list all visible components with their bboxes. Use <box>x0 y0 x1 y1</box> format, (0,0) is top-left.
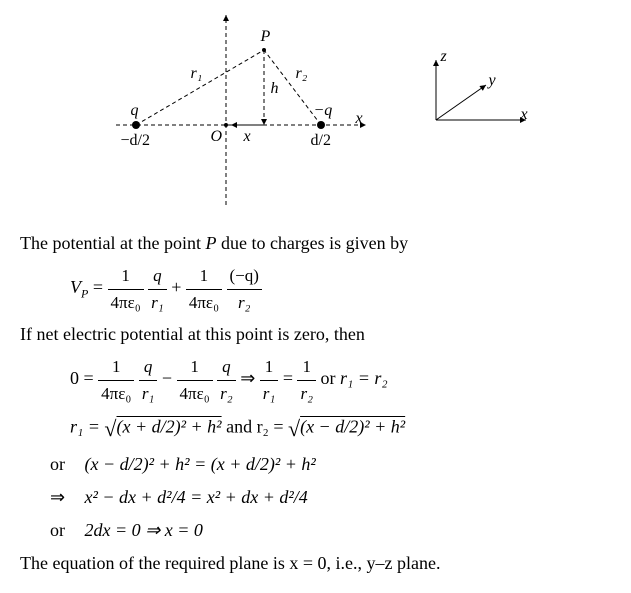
eq-line-or1: or (x − d/2)² + h² = (x + d/2)² + h² <box>50 451 611 478</box>
text-potential-intro: The potential at the point P due to char… <box>20 230 611 257</box>
eq-line-or2: or 2dx = 0 ⇒ x = 0 <box>50 517 611 544</box>
main-diagram: P r₁ r₂ h q −q −d/2 d/2 O x x <box>96 10 376 210</box>
label-h: h <box>271 80 279 98</box>
point-P-dot <box>262 48 266 52</box>
label-z: z <box>441 48 447 66</box>
charge-right <box>317 121 325 129</box>
text-if-zero: If net electric potential at this point … <box>20 321 611 348</box>
origin-dot <box>224 123 228 127</box>
label-r1: r₁ <box>191 65 203 83</box>
label-O: O <box>211 128 223 146</box>
label-r2: r₂ <box>296 65 308 83</box>
eq-Vp: VP = 14πε₀ qr₁ + 14πε₀ (−q)r₂ <box>70 263 611 315</box>
diagram-row: P r₁ r₂ h q −q −d/2 d/2 O x x z y x <box>20 10 611 210</box>
axis-3d-svg <box>416 50 536 150</box>
label-P: P <box>261 28 271 46</box>
axis-3d: z y x <box>416 50 536 150</box>
eq-zero: 0 = 14πε₀ qr₁ − 14πε₀ qr₂ ⇒ 1r₁ = 1r₂ or… <box>70 354 611 406</box>
label-y: y <box>489 72 496 90</box>
label-q-right: −q <box>314 102 333 120</box>
eq-r1r2-sqrt: r₁ = √(x + d/2)² + h² and r₂ = √(x − d/2… <box>70 412 611 445</box>
label-x-axis: x <box>356 110 363 128</box>
charge-left <box>132 121 140 129</box>
label-q-left: q <box>131 102 139 120</box>
label-neg-d2: −d/2 <box>121 132 150 150</box>
label-x3d: x <box>521 106 528 124</box>
label-d2: d/2 <box>311 132 331 150</box>
text-final: The equation of the required plane is x … <box>20 550 611 577</box>
eq-line-arrow: ⇒ x² − dx + d²/4 = x² + dx + d²/4 <box>50 484 611 511</box>
label-x-small: x <box>244 128 251 146</box>
